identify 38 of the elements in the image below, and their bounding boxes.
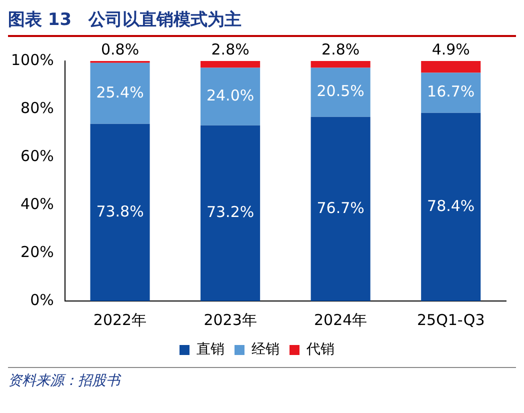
- y-tick-label: 80%: [20, 98, 54, 117]
- data-label: 76.7%: [316, 198, 364, 217]
- legend-label: 经销: [252, 342, 280, 358]
- data-label: 20.5%: [316, 82, 364, 100]
- data-label: 0.8%: [100, 40, 140, 58]
- bar: [421, 72, 481, 113]
- bar: [200, 61, 260, 68]
- data-label: 73.2%: [206, 203, 254, 222]
- legend-label: 代销: [306, 342, 334, 358]
- x-tick-label: 2022年: [93, 310, 147, 329]
- x-tick-label: 2024年: [314, 310, 368, 329]
- chart-title: 图表 13 公司以直销模式为主: [8, 8, 516, 37]
- bar: [310, 116, 370, 301]
- text: 资料来源：招股书: [8, 367, 516, 390]
- data-label: 16.7%: [427, 82, 475, 101]
- legend-label: 直销: [196, 342, 224, 358]
- x-tick-label: 2023年: [204, 310, 257, 329]
- data-label: 2.8%: [322, 40, 360, 58]
- data-label: 24.0%: [206, 86, 254, 104]
- y-tick-label: 60%: [20, 146, 54, 165]
- data-label: 25.4%: [96, 83, 144, 102]
- data-label: 2.8%: [211, 40, 250, 58]
- bar: [200, 68, 260, 126]
- bar: [421, 112, 481, 301]
- x-tick-label: 25Q1-Q3: [416, 310, 485, 329]
- y-tick-label: 40%: [20, 194, 54, 213]
- y-tick-label: 0%: [30, 290, 54, 309]
- data-label: 4.9%: [432, 40, 470, 58]
- bar: [90, 124, 150, 301]
- y-tick-label: 100%: [10, 50, 54, 69]
- bar: [200, 125, 260, 301]
- bar: [90, 62, 150, 124]
- bar: [310, 68, 370, 117]
- bar: [421, 61, 481, 73]
- data-label: 73.8%: [96, 202, 144, 220]
- data-label: 78.4%: [427, 196, 475, 215]
- bar: [310, 61, 370, 68]
- y-tick-label: 20%: [20, 242, 54, 261]
